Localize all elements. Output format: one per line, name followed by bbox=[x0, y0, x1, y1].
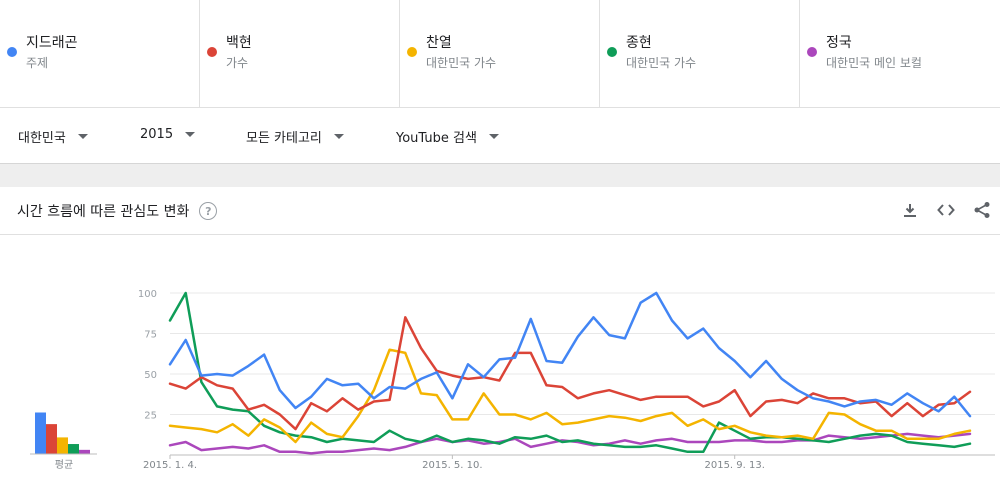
filter-bar: 대한민국 2015 모든 카테고리 YouTube 검색 bbox=[0, 109, 1000, 164]
term-name: 찬열 bbox=[426, 35, 452, 51]
series-line bbox=[168, 432, 972, 455]
series-color-dot bbox=[7, 47, 17, 57]
time-range-dropdown[interactable]: 2015 bbox=[140, 127, 196, 142]
chevron-down-icon bbox=[185, 132, 196, 137]
category-label: 모든 카테고리 bbox=[246, 131, 322, 146]
chart-title: 시간 흐름에 따른 관심도 변화 bbox=[17, 204, 190, 220]
time-range-label: 2015 bbox=[140, 127, 174, 142]
term-card[interactable]: 찬열 대한민국 가수 bbox=[400, 0, 600, 108]
term-name: 백현 bbox=[226, 35, 252, 51]
average-bar bbox=[68, 444, 79, 454]
search-type-dropdown[interactable]: YouTube 검색 bbox=[396, 127, 499, 146]
share-button[interactable] bbox=[972, 200, 992, 220]
term-card[interactable]: 종현 대한민국 가수 bbox=[600, 0, 800, 108]
term-type: 주제 bbox=[26, 56, 49, 70]
section-divider bbox=[0, 163, 1000, 187]
chevron-down-icon bbox=[488, 134, 499, 139]
term-name: 지드래곤 bbox=[26, 35, 78, 51]
term-type: 가수 bbox=[226, 56, 249, 70]
share-icon bbox=[974, 202, 990, 218]
chart-actions bbox=[900, 200, 992, 220]
x-tick-label: 2015. 5. 10. bbox=[422, 460, 482, 471]
series-line bbox=[168, 291, 972, 418]
region-dropdown[interactable]: 대한민국 bbox=[18, 127, 88, 146]
average-bar bbox=[46, 424, 57, 454]
card-header-separator bbox=[0, 234, 1000, 235]
search-type-label: YouTube 검색 bbox=[396, 131, 477, 146]
y-tick-label: 75 bbox=[144, 330, 157, 341]
search-terms-bar: 지드래곤 주제 백현 가수 찬열 대한민국 가수 종현 대한민국 가수 정국 대… bbox=[0, 0, 1000, 108]
chevron-down-icon bbox=[77, 134, 88, 139]
term-card[interactable]: 정국 대한민국 메인 보컬 bbox=[800, 0, 1000, 108]
series-line bbox=[168, 291, 972, 454]
series-color-dot bbox=[407, 47, 417, 57]
series-line bbox=[168, 316, 972, 431]
term-name: 정국 bbox=[826, 35, 852, 51]
series-line bbox=[168, 348, 972, 444]
region-dropdown-label: 대한민국 bbox=[18, 131, 66, 146]
y-tick-label: 25 bbox=[144, 411, 157, 422]
average-bar bbox=[57, 437, 68, 454]
term-type: 대한민국 가수 bbox=[426, 56, 497, 70]
category-dropdown[interactable]: 모든 카테고리 bbox=[246, 127, 344, 146]
term-card[interactable]: 백현 가수 bbox=[200, 0, 400, 108]
term-card[interactable]: 지드래곤 주제 bbox=[0, 0, 200, 108]
series-color-dot bbox=[607, 47, 617, 57]
average-label: 평균 bbox=[55, 459, 73, 471]
help-icon[interactable]: ? bbox=[199, 202, 218, 220]
embed-icon bbox=[937, 204, 955, 216]
term-name: 종현 bbox=[626, 35, 652, 51]
average-bar bbox=[79, 449, 90, 454]
chart-card-header: 시간 흐름에 따른 관심도 변화 ? bbox=[17, 201, 218, 221]
term-type: 대한민국 가수 bbox=[626, 56, 697, 70]
series-color-dot bbox=[807, 47, 817, 57]
series-color-dot bbox=[207, 47, 217, 57]
embed-button[interactable] bbox=[936, 200, 956, 220]
x-tick-label: 2015. 1. 4. bbox=[143, 460, 197, 471]
average-bar bbox=[35, 412, 46, 454]
y-tick-label: 100 bbox=[138, 289, 157, 300]
term-type: 대한민국 메인 보컬 bbox=[826, 56, 922, 70]
chevron-down-icon bbox=[333, 134, 344, 139]
y-tick-label: 50 bbox=[144, 370, 157, 381]
download-button[interactable] bbox=[900, 200, 920, 220]
download-icon bbox=[904, 204, 916, 217]
x-tick-label: 2015. 9. 13. bbox=[704, 460, 764, 471]
